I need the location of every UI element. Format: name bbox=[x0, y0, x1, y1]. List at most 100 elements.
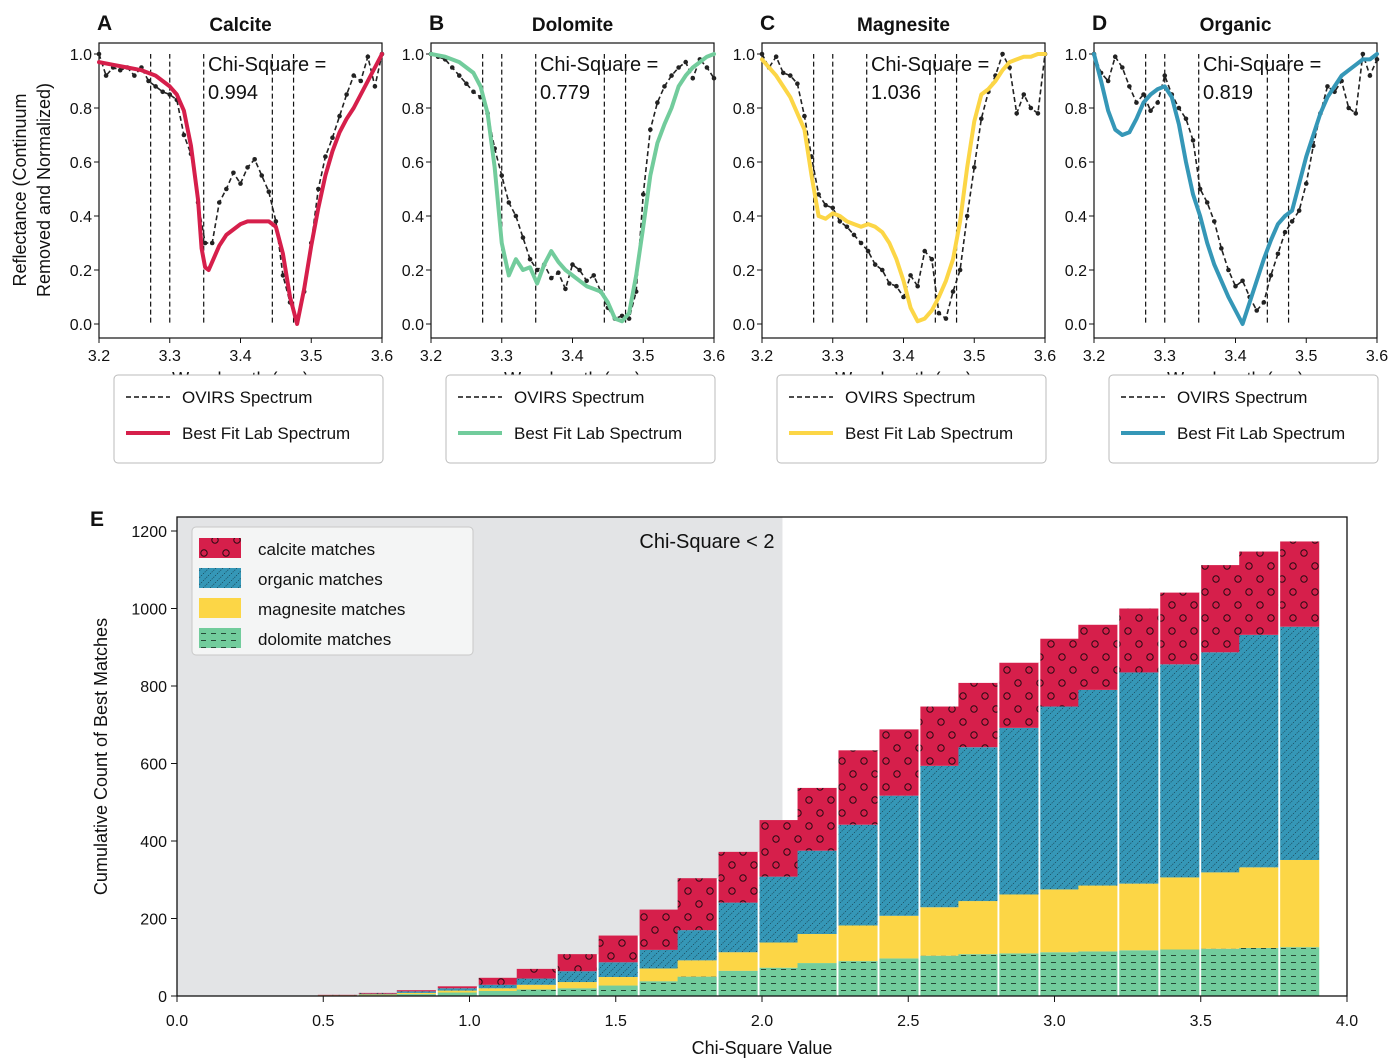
bar-dolomite-matches bbox=[557, 988, 598, 996]
bar-dolomite-matches bbox=[598, 985, 639, 996]
bar-calcite-matches bbox=[516, 968, 557, 979]
y-axis-label: Cumulative Count of Best Matches bbox=[91, 618, 111, 895]
ovirs-spectrum-point bbox=[245, 165, 250, 170]
ovirs-spectrum-point bbox=[823, 202, 828, 208]
y-tick-label: 400 bbox=[140, 834, 167, 851]
y-tick-label: 0.0 bbox=[70, 317, 92, 334]
ovirs-spectrum-point bbox=[1296, 208, 1302, 213]
ovirs-spectrum-point bbox=[669, 73, 674, 78]
bar-organic-matches bbox=[639, 949, 680, 969]
ovirs-spectrum-point bbox=[1303, 181, 1309, 186]
ovirs-spectrum-point bbox=[1148, 108, 1153, 113]
stacked-bars bbox=[317, 541, 1322, 996]
y-tick-label: 0.4 bbox=[1065, 209, 1087, 226]
bar-magnesite-matches bbox=[1160, 877, 1201, 950]
legend-best-fit-label: Best Fit Lab Spectrum bbox=[845, 424, 1013, 443]
bar-magnesite-matches bbox=[920, 907, 961, 956]
ovirs-spectrum-point bbox=[181, 132, 187, 138]
x-tick-label: 3.6 bbox=[371, 348, 393, 365]
bar-organic-matches bbox=[838, 824, 879, 926]
ovirs-spectrum-point bbox=[351, 73, 357, 78]
top-ylabel-line1: Reflectance (Continuum bbox=[10, 93, 30, 286]
bar-calcite-matches bbox=[437, 986, 478, 989]
best-fit-lab-spectrum-line bbox=[1092, 52, 1379, 326]
bar-calcite-matches bbox=[1119, 608, 1160, 673]
bar-calcite-matches bbox=[677, 878, 718, 931]
x-tick-label: 3.5 bbox=[632, 348, 654, 365]
ovirs-spectrum-point bbox=[690, 76, 696, 81]
x-tick-label: 3.5 bbox=[300, 348, 322, 365]
x-tick-label: 3.2 bbox=[1083, 348, 1105, 365]
ovirs-spectrum-point bbox=[584, 278, 589, 284]
bar-magnesite-matches bbox=[999, 894, 1040, 954]
x-tick-label: 3.2 bbox=[88, 348, 110, 365]
spectrum-panels: A Calcite 0.0 0.2 0.4 0.6 0.8 1.0 3.2 3.3 3.4 3.5 3.… bbox=[70, 12, 1388, 464]
y-tick-label: 200 bbox=[140, 912, 167, 929]
ovirs-spectrum-point bbox=[1353, 111, 1359, 116]
ovirs-spectrum-point bbox=[527, 256, 533, 262]
ovirs-spectrum-point bbox=[936, 310, 942, 316]
ovirs-spectrum-point bbox=[499, 173, 505, 178]
legend-label-calcite-matches: calcite matches bbox=[258, 540, 375, 559]
ovirs-spectrum-point bbox=[1197, 186, 1203, 192]
y-tick-label: 0.8 bbox=[402, 101, 424, 118]
bar-dolomite-matches bbox=[1119, 950, 1160, 996]
ovirs-spectrum-point bbox=[1155, 100, 1160, 105]
ovirs-spectrum-line bbox=[1093, 53, 1378, 312]
chi-square-annotation-label: Chi-Square = bbox=[540, 54, 658, 76]
ovirs-spectrum-line bbox=[430, 53, 715, 320]
bar-calcite-matches bbox=[358, 992, 399, 994]
ovirs-spectrum-point bbox=[648, 127, 653, 132]
legend-swatch-calcite-matches bbox=[199, 538, 241, 558]
top-ylabel: Reflectance (Continuum Removed and Norma… bbox=[10, 83, 54, 297]
ovirs-spectrum-point bbox=[879, 267, 885, 273]
y-tick-label: 1200 bbox=[131, 524, 167, 541]
ovirs-spectrum-point bbox=[252, 157, 257, 162]
bar-dolomite-matches bbox=[838, 961, 879, 996]
panel-letter: E bbox=[90, 508, 104, 531]
x-tick-label: 3.4 bbox=[1224, 348, 1246, 365]
ovirs-spectrum-point bbox=[160, 89, 165, 95]
ovirs-spectrum-point bbox=[1374, 57, 1380, 62]
y-tick-label: 0 bbox=[158, 989, 167, 1006]
bar-magnesite-matches bbox=[797, 934, 838, 964]
ovirs-spectrum-point bbox=[922, 248, 928, 254]
ovirs-spectrum-point bbox=[209, 240, 215, 246]
bar-organic-matches bbox=[958, 747, 999, 902]
panel-title: Dolomite bbox=[532, 15, 613, 36]
bar-magnesite-matches bbox=[396, 992, 437, 995]
ovirs-spectrum-point bbox=[117, 67, 123, 73]
ovirs-spectrum-point bbox=[894, 283, 899, 289]
bar-dolomite-matches bbox=[718, 970, 759, 996]
bar-calcite-matches bbox=[1078, 624, 1119, 690]
bar-dolomite-matches bbox=[677, 976, 718, 996]
bar-dolomite-matches bbox=[1239, 947, 1280, 996]
bar-organic-matches bbox=[557, 971, 598, 983]
bar-magnesite-matches bbox=[759, 942, 800, 968]
bar-organic-matches bbox=[516, 978, 557, 985]
ovirs-spectrum-point bbox=[457, 73, 462, 78]
bar-magnesite-matches bbox=[1239, 867, 1280, 948]
bar-dolomite-matches bbox=[1040, 952, 1081, 996]
y-tick-label: 0.2 bbox=[733, 263, 755, 280]
bar-calcite-matches bbox=[1160, 592, 1201, 665]
bar-organic-matches bbox=[920, 765, 961, 908]
y-tick-label: 0.0 bbox=[402, 317, 424, 334]
ovirs-spectrum-point bbox=[1219, 246, 1224, 251]
ovirs-spectrum-point bbox=[1346, 105, 1351, 111]
ovirs-spectrum-point bbox=[929, 256, 935, 262]
x-tick-label: 3.5 bbox=[1190, 1013, 1212, 1030]
ovirs-spectrum-point bbox=[676, 65, 681, 70]
ovirs-spectrum-point bbox=[780, 70, 786, 76]
bar-organic-matches bbox=[1201, 652, 1242, 873]
bar-magnesite-matches bbox=[358, 994, 399, 996]
legend-best-fit-label: Best Fit Lab Spectrum bbox=[182, 424, 350, 443]
bar-dolomite-matches bbox=[1201, 948, 1242, 996]
ovirs-spectrum-point bbox=[872, 262, 878, 267]
ovirs-spectrum-point bbox=[858, 240, 864, 246]
ovirs-spectrum-point bbox=[1134, 100, 1139, 105]
bar-calcite-matches bbox=[879, 729, 920, 796]
ovirs-spectrum-point bbox=[1325, 84, 1330, 89]
ovirs-spectrum-point bbox=[1226, 267, 1231, 273]
bar-magnesite-matches bbox=[879, 915, 920, 959]
